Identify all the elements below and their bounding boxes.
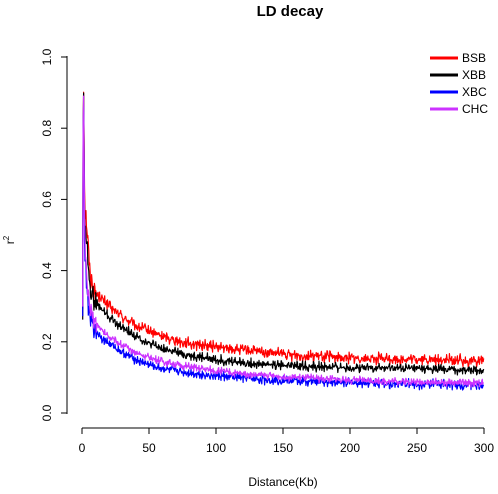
- legend-label-xbb: XBB: [462, 68, 486, 82]
- legend-label-xbc: XBC: [462, 85, 487, 99]
- x-tick-label: 100: [206, 441, 226, 455]
- y-tick-label: 0.0: [40, 404, 54, 421]
- x-tick-label: 0: [79, 441, 86, 455]
- y-tick-label: 1.0: [40, 48, 54, 65]
- x-axis-ticks: 0 50 100 150 200 250 300: [79, 428, 494, 455]
- y-tick-label: 0.2: [40, 333, 54, 350]
- y-tick-label: 0.8: [40, 120, 54, 137]
- series-line-xbc: [82, 106, 485, 391]
- x-tick-label: 50: [142, 441, 156, 455]
- y-tick-label: 0.4: [40, 262, 54, 279]
- plot-area: [82, 91, 485, 391]
- legend-label-chc: CHC: [462, 102, 488, 116]
- chart-title: LD decay: [257, 3, 324, 20]
- x-axis: 0 50 100 150 200 250 300 Distance(Kb): [79, 427, 494, 489]
- y-axis: 0.0 0.2 0.4 0.6 0.8 1.0 r2: [2, 48, 68, 421]
- y-tick-label: 0.6: [40, 191, 54, 208]
- y-axis-ticks: 0.0 0.2 0.4 0.6 0.8 1.0: [40, 48, 67, 421]
- series-line-chc: [82, 95, 485, 388]
- x-tick-label: 200: [340, 441, 360, 455]
- legend: BSB XBB XBC CHC: [430, 51, 488, 116]
- legend-label-bsb: BSB: [462, 51, 486, 65]
- x-tick-label: 150: [273, 441, 293, 455]
- series-line-xbb: [82, 92, 485, 376]
- series-line-bsb: [82, 91, 485, 368]
- x-axis-title: Distance(Kb): [248, 475, 317, 489]
- x-tick-label: 300: [474, 441, 494, 455]
- y-axis-title: r2: [2, 235, 17, 244]
- x-tick-label: 250: [407, 441, 427, 455]
